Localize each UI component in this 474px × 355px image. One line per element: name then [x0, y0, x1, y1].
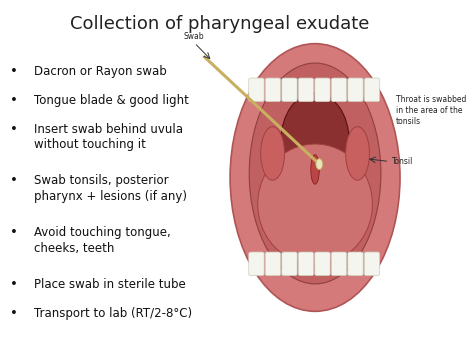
Text: Collection of pharyngeal exudate: Collection of pharyngeal exudate [70, 16, 369, 33]
FancyBboxPatch shape [331, 252, 346, 275]
Text: Throat is swabbed
in the area of the
tonsils: Throat is swabbed in the area of the ton… [396, 94, 466, 126]
FancyBboxPatch shape [365, 252, 380, 275]
FancyBboxPatch shape [249, 78, 264, 102]
FancyBboxPatch shape [298, 78, 314, 102]
Text: Dacron or Rayon swab: Dacron or Rayon swab [34, 65, 167, 78]
FancyBboxPatch shape [348, 78, 363, 102]
Ellipse shape [311, 155, 319, 184]
Text: •: • [10, 278, 18, 291]
Text: Tongue blade & good light: Tongue blade & good light [34, 94, 189, 106]
Ellipse shape [261, 127, 284, 180]
Text: Place swab in sterile tube: Place swab in sterile tube [34, 278, 186, 291]
Text: •: • [10, 122, 18, 136]
Ellipse shape [316, 159, 323, 169]
Text: Swab: Swab [183, 32, 204, 41]
FancyBboxPatch shape [365, 78, 380, 102]
Ellipse shape [249, 63, 381, 284]
Text: Tonsil: Tonsil [392, 157, 413, 166]
FancyBboxPatch shape [282, 78, 297, 102]
Ellipse shape [230, 44, 400, 311]
Text: •: • [10, 174, 18, 187]
Text: •: • [10, 65, 18, 78]
FancyBboxPatch shape [315, 78, 330, 102]
Text: •: • [10, 307, 18, 320]
Ellipse shape [346, 127, 369, 180]
FancyBboxPatch shape [315, 252, 330, 275]
Text: Insert swab behind uvula
without touching it: Insert swab behind uvula without touchin… [34, 122, 183, 151]
Ellipse shape [258, 144, 373, 264]
Text: Transport to lab (RT/2-8°C): Transport to lab (RT/2-8°C) [34, 307, 192, 320]
FancyBboxPatch shape [265, 78, 281, 102]
FancyBboxPatch shape [331, 78, 346, 102]
FancyBboxPatch shape [265, 252, 281, 275]
Text: •: • [10, 94, 18, 106]
FancyBboxPatch shape [249, 252, 264, 275]
Text: Swab tonsils, posterior
pharynx + lesions (if any): Swab tonsils, posterior pharynx + lesion… [34, 174, 187, 203]
FancyBboxPatch shape [282, 252, 297, 275]
FancyBboxPatch shape [348, 252, 363, 275]
Text: •: • [10, 226, 18, 239]
FancyBboxPatch shape [298, 252, 314, 275]
Text: Avoid touching tongue,
cheeks, teeth: Avoid touching tongue, cheeks, teeth [34, 226, 171, 255]
Ellipse shape [281, 93, 349, 187]
